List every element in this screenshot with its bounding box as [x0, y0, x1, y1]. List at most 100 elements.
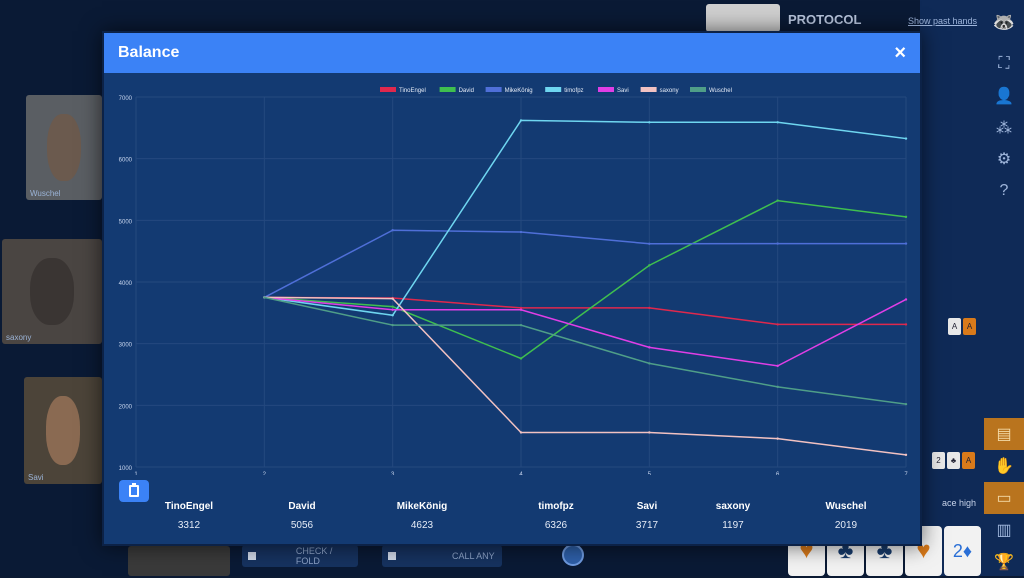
- call-any-checkbox[interactable]: [388, 552, 396, 560]
- mini-card: A: [962, 452, 975, 469]
- data-point: [776, 437, 779, 440]
- player-total-name: Savi: [636, 501, 658, 512]
- data-point: [519, 323, 523, 327]
- data-point: [904, 215, 908, 219]
- mini-card: ♣: [947, 452, 960, 469]
- x-tick-label: 1: [134, 472, 138, 475]
- mini-card: A: [963, 318, 976, 335]
- legend-label: David: [459, 88, 474, 94]
- help-icon[interactable]: ?: [999, 182, 1009, 199]
- player-total-value: 1197: [722, 520, 744, 531]
- legend-swatch: [380, 87, 396, 92]
- check-fold-button[interactable]: CHECK / FOLD: [242, 545, 358, 567]
- data-point: [648, 264, 651, 267]
- player-total-value: 2019: [834, 520, 858, 531]
- call-any-button[interactable]: CALL ANY: [382, 545, 502, 567]
- player-total: Savi 3717: [597, 501, 697, 531]
- clipboard-icon: [129, 483, 139, 497]
- player-total-value: 5056: [290, 520, 314, 531]
- y-tick-label: 3000: [119, 343, 133, 349]
- data-point: [519, 230, 523, 234]
- gear-icon[interactable]: ⚙: [996, 151, 1012, 168]
- data-point: [904, 402, 908, 406]
- data-point: [648, 121, 651, 124]
- data-point: [648, 346, 651, 349]
- hand-icon[interactable]: ✋: [994, 458, 1014, 475]
- y-tick-label: 4000: [119, 281, 133, 287]
- player-total: saxony 1197: [683, 501, 783, 531]
- player-total-value: 3312: [177, 520, 201, 531]
- player-video-bottom: [128, 546, 230, 576]
- show-past-hands-link[interactable]: Show past hands: [908, 16, 978, 26]
- video-person: [30, 257, 74, 326]
- player-video-wuschel: Wuschel: [26, 95, 102, 200]
- user-icon[interactable]: 👤: [994, 88, 1014, 105]
- data-point: [648, 431, 651, 434]
- check-fold-checkbox[interactable]: [248, 552, 256, 560]
- data-point: [648, 306, 651, 310]
- close-icon[interactable]: ×: [894, 41, 906, 64]
- player-total-name: TinoEngel: [164, 501, 214, 512]
- legend-label: MikeKönig: [505, 88, 533, 94]
- data-point: [519, 306, 523, 310]
- series-line: [264, 296, 907, 405]
- player-total: Wuschel 2019: [796, 501, 896, 531]
- y-tick-label: 6000: [119, 158, 133, 164]
- call-any-label: CALL ANY: [452, 551, 495, 561]
- trophy-icon[interactable]: 🏆: [994, 554, 1014, 571]
- data-point: [519, 308, 523, 311]
- legend-swatch: [640, 87, 657, 92]
- data-point: [391, 305, 394, 308]
- card-suit: 2♦: [952, 541, 973, 561]
- video-label: saxony: [6, 333, 32, 342]
- data-point: [519, 431, 523, 434]
- x-tick-label: 3: [391, 472, 395, 475]
- player-video-savi: Savi: [24, 377, 102, 484]
- data-point: [391, 323, 394, 327]
- video-person: [45, 396, 81, 465]
- player-total-value: 6326: [544, 520, 568, 531]
- series-line: [264, 296, 907, 367]
- chips-icon[interactable]: ▤: [984, 418, 1024, 450]
- data-point: [776, 242, 779, 245]
- balance-modal: Balance × 7000 6000 5000 4000 3000 2000 1000 1 2…: [102, 31, 922, 546]
- data-point: [904, 298, 908, 301]
- board-card: 2♦: [944, 526, 981, 576]
- x-tick-label: 4: [519, 472, 523, 475]
- legend-swatch: [690, 87, 706, 92]
- legend-label: Wuschel: [709, 88, 732, 94]
- data-point: [776, 121, 779, 124]
- data-point: [904, 242, 908, 245]
- x-tick-label: 6: [776, 472, 780, 475]
- data-point: [391, 314, 394, 317]
- clipboard-button[interactable]: [119, 480, 149, 502]
- data-point: [519, 119, 523, 122]
- player-total: MikeKönig 4623: [372, 501, 472, 531]
- raccoon-icon: 🦝: [992, 11, 1016, 32]
- modal-title: Balance: [118, 44, 180, 61]
- data-point: [391, 297, 394, 300]
- group-icon[interactable]: ⁂: [996, 120, 1012, 137]
- mini-card: A: [948, 318, 961, 335]
- video-label: Savi: [28, 473, 44, 482]
- data-point: [648, 242, 651, 245]
- legend-swatch: [439, 87, 456, 92]
- player-total-name: David: [288, 501, 316, 512]
- chip-icon: [562, 544, 584, 566]
- y-tick-label: 1000: [119, 466, 133, 472]
- y-tick-label: 5000: [119, 219, 133, 225]
- stats-icon[interactable]: ▥: [996, 522, 1012, 539]
- player-total-name: timofpz: [538, 501, 574, 512]
- data-point: [263, 296, 266, 299]
- x-tick-label: 2: [263, 472, 267, 475]
- data-point: [776, 199, 779, 202]
- series-line: [263, 229, 906, 299]
- protocol-title: PROTOCOL: [788, 12, 862, 27]
- fullscreen-icon[interactable]: ⛶: [998, 55, 1010, 72]
- player-total-name: MikeKönig: [396, 501, 448, 512]
- mini-card: 2: [932, 452, 945, 469]
- data-point: [391, 308, 394, 311]
- player-total: TinoEngel 3312: [139, 501, 239, 531]
- data-point: [904, 323, 908, 326]
- cards-icon[interactable]: ▭: [984, 482, 1024, 514]
